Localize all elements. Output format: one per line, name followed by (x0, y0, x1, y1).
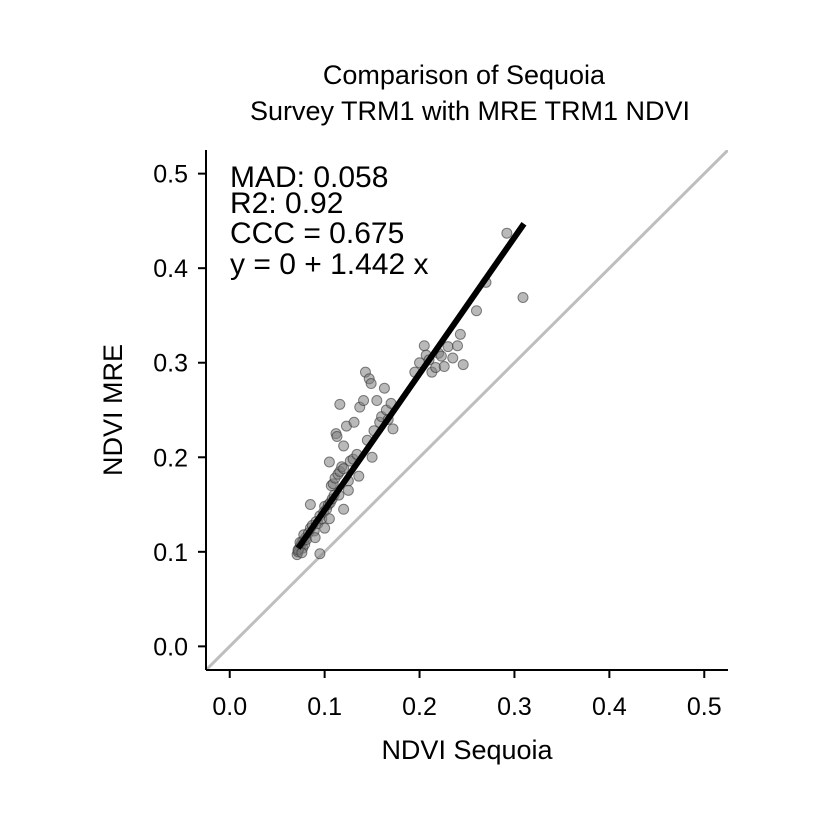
x-tick-label: 0.4 (592, 693, 627, 721)
data-point (304, 499, 316, 511)
x-tick-label: 0.1 (307, 693, 342, 721)
data-point (314, 548, 326, 560)
axes: 0.0 0.1 0.2 0.3 0.4 0.5 0.0 0.1 0.2 0.3 0.4 0.5 (153, 150, 728, 721)
data-point (454, 328, 466, 340)
data-point (353, 470, 365, 482)
y-tick-label: 0.1 (153, 539, 188, 567)
data-point (435, 350, 447, 362)
data-point (366, 451, 378, 463)
data-point (365, 378, 377, 390)
data-point (334, 398, 346, 410)
data-point (418, 340, 430, 352)
data-point (517, 291, 529, 303)
data-point (457, 359, 469, 371)
identity-reference-line (206, 150, 728, 670)
mad-statistic: MAD: 0.058 (230, 161, 388, 194)
data-point (338, 463, 350, 475)
x-axis-label: NDVI Sequoia (381, 735, 553, 765)
x-tick-label: 0.0 (212, 693, 247, 721)
x-tick-label: 0.5 (687, 693, 722, 721)
data-point (331, 430, 343, 442)
y-tick-label: 0.5 (153, 161, 188, 189)
ccc-statistic: CCC = 0.675 (230, 217, 404, 250)
data-point (447, 352, 459, 364)
data-point (296, 547, 308, 559)
data-point (387, 423, 399, 435)
data-point (358, 395, 370, 407)
regression-fit-line (295, 222, 527, 550)
data-point (348, 416, 360, 428)
x-axis-ticks: 0.0 0.1 0.2 0.3 0.4 0.5 (212, 670, 722, 721)
data-point (452, 340, 464, 352)
y-tick-label: 0.4 (153, 255, 188, 283)
data-point (501, 227, 513, 239)
data-point (323, 513, 335, 525)
data-point (338, 503, 350, 515)
data-point (323, 456, 335, 468)
data-point (470, 305, 482, 317)
data-point (338, 440, 350, 452)
chart-title-line-1: Comparison of Sequoia (323, 60, 606, 90)
y-tick-label: 0.3 (153, 350, 188, 378)
data-point (378, 382, 390, 394)
data-point (319, 522, 331, 534)
data-point (438, 361, 450, 373)
data-point (371, 395, 383, 407)
chart-title: Comparison of Sequoia Survey TRM1 with M… (250, 60, 690, 126)
data-point (342, 484, 354, 496)
r2-statistic: R2: 0.92 (230, 187, 343, 220)
fit-statistics: MAD: 0.058 R2: 0.92 CCC = 0.675 y = 0 + … (230, 161, 428, 281)
y-axis-ticks: 0.0 0.1 0.2 0.3 0.4 0.5 (153, 161, 206, 661)
y-tick-label: 0.2 (153, 444, 188, 472)
chart-title-line-2: Survey TRM1 with MRE TRM1 NDVI (250, 96, 690, 126)
y-tick-label: 0.0 (153, 633, 188, 661)
y-axis-label: NDVI MRE (98, 344, 128, 476)
x-tick-label: 0.2 (402, 693, 437, 721)
data-point (442, 341, 454, 353)
data-point (309, 532, 321, 544)
fit-equation: y = 0 + 1.442 x (230, 248, 428, 281)
x-tick-label: 0.3 (497, 693, 532, 721)
